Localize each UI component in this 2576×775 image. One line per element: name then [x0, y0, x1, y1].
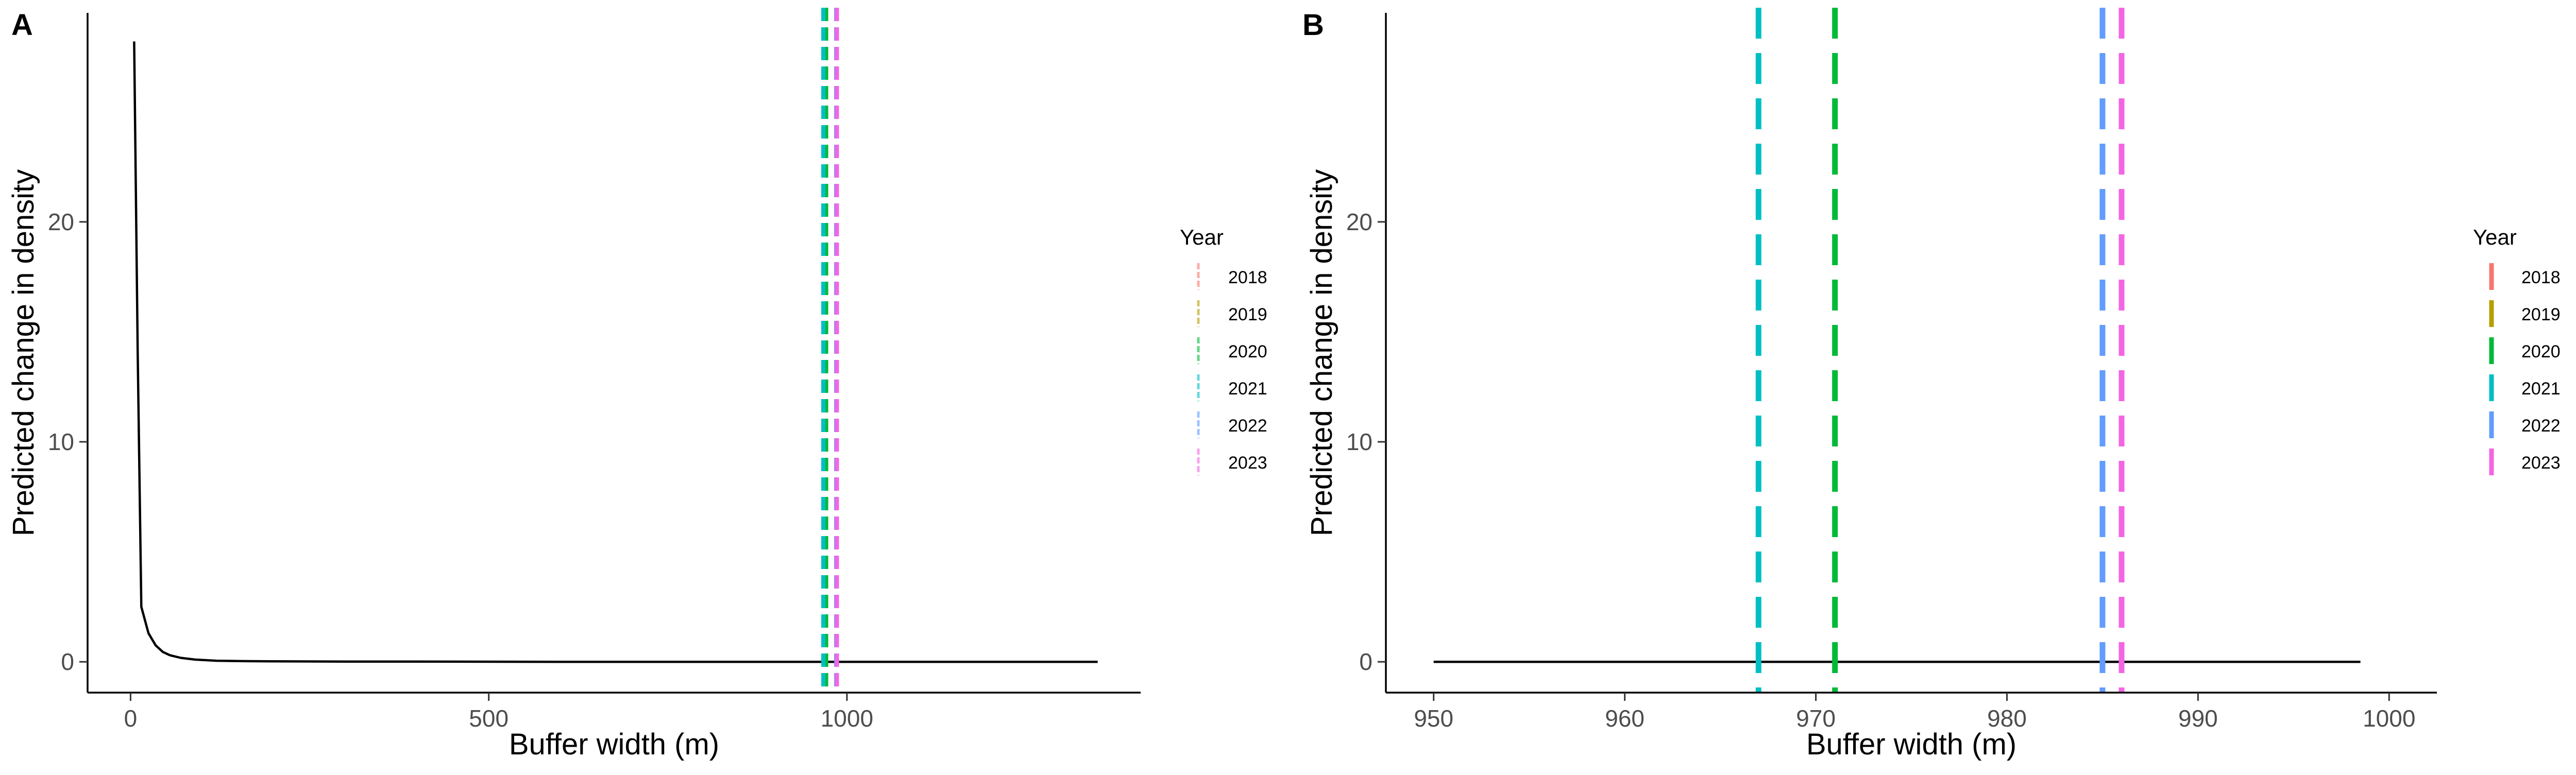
- panel-b-legend-title: Year: [2473, 225, 2517, 249]
- panel-a-legend-title: Year: [1180, 225, 1224, 249]
- panel-b-legend-label-2021: 2021: [2521, 379, 2561, 399]
- panel-a-y-axis-title: Predicted change in density: [7, 169, 40, 537]
- panel-b-legend-label-2022: 2022: [2521, 416, 2561, 436]
- panel-a-y-tick-label: 20: [48, 209, 74, 235]
- panel-label-a: A: [11, 8, 33, 42]
- panel-a-x-tick-label: 500: [469, 705, 509, 732]
- panel-a-legend-label-2018: 2018: [1228, 268, 1267, 287]
- panel-label-b: B: [1302, 8, 1324, 42]
- panel-b-x-axis-title: Buffer width (m): [1806, 728, 2016, 761]
- panel-b-y-tick-label: 10: [1346, 428, 1372, 455]
- panel-b-y-tick-label: 0: [1359, 648, 1372, 675]
- panel-a-legend-label-2019: 2019: [1228, 305, 1267, 324]
- panel-b-x-tick-label: 960: [1605, 705, 1645, 732]
- panel-a-legend-label-2020: 2020: [1228, 342, 1267, 361]
- panel-b-x-tick-label: 1000: [2363, 705, 2415, 732]
- panel-b-x-tick-label: 990: [2178, 705, 2218, 732]
- panel-b-legend-label-2019: 2019: [2521, 305, 2561, 324]
- panel-a-x-tick-label: 1000: [821, 705, 873, 732]
- panel-a-curve-line: [133, 41, 1098, 663]
- panel-b-y-tick-label: 20: [1346, 209, 1372, 235]
- panel-b-legend-label-2023: 2023: [2521, 453, 2561, 473]
- panel-b-legend-label-2018: 2018: [2521, 268, 2561, 287]
- panel-a-legend-label-2021: 2021: [1228, 379, 1267, 399]
- panel-a-legend-label-2023: 2023: [1228, 453, 1267, 473]
- panel-a-y-tick-label: 10: [48, 428, 74, 455]
- panel-b-x-tick-label: 950: [1414, 705, 1453, 732]
- panel-b-y-axis-title: Predicted change in density: [1305, 169, 1338, 537]
- panel-a-y-tick-label: 0: [61, 648, 74, 675]
- panel-a-x-tick-label: 0: [124, 705, 138, 732]
- panel-b-x-tick-label: 970: [1796, 705, 1836, 732]
- panel-b-legend-label-2020: 2020: [2521, 342, 2561, 361]
- panel-b-x-tick-label: 980: [1987, 705, 2027, 732]
- panel-a-x-axis-title: Buffer width (m): [509, 728, 719, 761]
- panel-a-legend-label-2022: 2022: [1228, 416, 1267, 436]
